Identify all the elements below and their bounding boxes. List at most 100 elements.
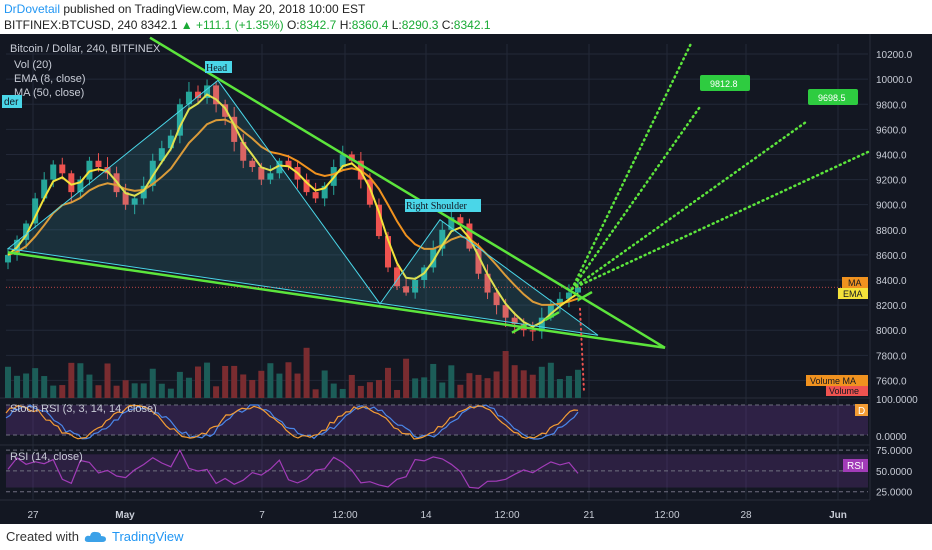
volume-bar [68,362,75,398]
volume-bar [412,378,419,398]
stoch-band [6,405,868,435]
candle-body [412,280,419,293]
volume-bar [575,369,581,398]
target2-label-box [808,89,858,105]
volume-bar [339,388,346,398]
candle-body [249,160,256,168]
candle-body [547,305,554,318]
left-clipped-label: der [4,97,19,108]
volume-bar [448,365,455,398]
ema-line [7,93,579,328]
candle-body [50,164,57,180]
volume-bar [565,375,572,398]
x-tick-label: 28 [740,510,752,521]
candle-body [403,286,410,293]
candle-body [430,248,437,268]
volume-badge [826,386,868,396]
candle-body [240,141,247,161]
footer: Created with TradingView [0,524,932,550]
volume-bar [95,385,102,398]
stoch-tick-label: 100.0000 [876,395,918,406]
low-value: 8290.3 [401,18,439,32]
target2-label: 9698.5 [818,93,846,103]
volume-bar [303,347,310,398]
volume-bar [59,385,66,398]
flag-mark [544,311,560,322]
candle-body [466,223,473,249]
volume-badge-text: Volume [829,386,859,396]
candle-body [339,154,346,168]
ma-badge [842,277,868,288]
open-value: 8342.7 [299,18,337,32]
candle-body [231,116,238,142]
candle-body [104,167,111,174]
candle-body [23,223,30,240]
grid [0,34,871,501]
volume-bar [131,383,138,398]
drawings[interactable] [6,36,870,393]
candle-body [59,164,66,174]
rsi-tick-label: 75.0000 [876,446,913,457]
candle-body [348,154,355,161]
volume-bar [493,371,500,398]
author-link[interactable]: DrDovetail [4,2,61,16]
open-label: O: [286,18,300,32]
rsi-badge-text: RSI [847,461,864,472]
y-tick-label: 8600.0 [876,251,907,262]
chart-canvas[interactable]: 7600.0 7800.0 8000.0 8200.0 8400.0 8600.0 8800… [0,0,932,524]
y-tick-label: 7800.0 [876,351,907,362]
volume-bar [421,377,428,398]
x-tick-label: 12:00 [654,510,679,521]
candle-body [484,273,491,293]
x-tick-label: 21 [583,510,595,521]
volume-bar [348,374,355,398]
candle-body [448,217,455,230]
volume-bar [529,374,536,398]
volume-bar [140,383,147,398]
indicator-panes [5,404,868,493]
target1-label: 9812.8 [710,79,738,89]
projection-line [570,40,694,291]
volume-bar [475,374,482,398]
volume-bar [240,374,247,398]
close-label: C: [441,18,454,32]
upper-trendline [149,36,666,349]
y-tick-label: 9800.0 [876,100,907,111]
volume-bar [204,362,211,398]
candle-body [195,91,201,98]
ema-badge [838,288,868,299]
candle-body [222,104,229,117]
volume-bar [41,376,48,398]
volume-bar [357,385,364,398]
footer-brand[interactable]: TradingView [112,529,184,544]
candle-body [213,85,220,105]
candle-body [529,330,536,332]
volume-bar [466,373,473,398]
volume-bar [77,363,84,398]
legend-ma: MA (50, close) [14,87,84,99]
x-tick-label: 27 [27,510,39,521]
volume-bar [267,363,274,398]
rsi-badge [843,459,868,472]
header-line-1: DrDovetail published on TradingView.com,… [4,2,365,16]
ema-badge-text: EMA [843,289,863,299]
stoch-pane-label: Stoch RSI (3, 3, 14, 14, close) [10,403,157,415]
volume-bar [312,389,319,398]
candle-body [5,254,11,263]
x-tick-label: May [115,510,135,521]
candle-body [556,298,563,306]
y-tick-label: 9400.0 [876,150,907,161]
y-tick-label: 8400.0 [876,276,907,287]
candle-body [204,85,211,98]
flag-mark [511,323,527,334]
volume-bar [149,368,156,398]
volume-bar [538,366,545,398]
candle-body [375,204,382,237]
legend-title: Bitcoin / Dollar, 240, BITFINEX [10,43,161,55]
high-value: 8360.4 [351,18,389,32]
left-clipped-label-box [2,95,22,108]
volume-ma-badge-text: Volume MA [810,376,856,386]
chart-background [0,34,932,524]
y-tick-label: 9600.0 [876,125,907,136]
